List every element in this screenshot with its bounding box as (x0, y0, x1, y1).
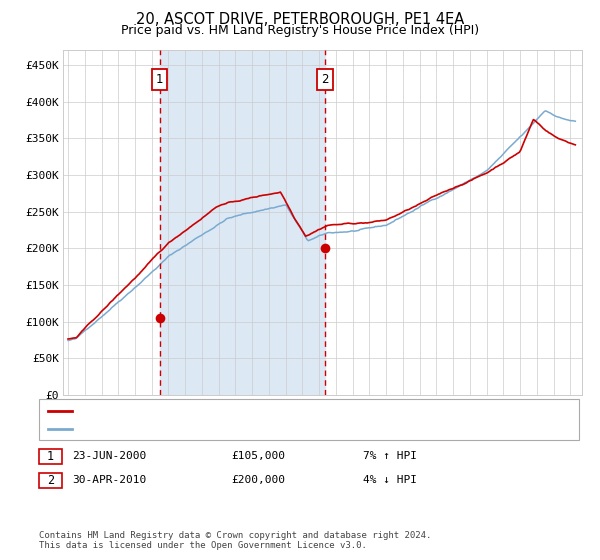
Text: 20, ASCOT DRIVE, PETERBOROUGH, PE1 4EA (detached house): 20, ASCOT DRIVE, PETERBOROUGH, PE1 4EA (… (78, 405, 422, 416)
Text: 30-APR-2010: 30-APR-2010 (72, 475, 146, 486)
Text: 4% ↓ HPI: 4% ↓ HPI (363, 475, 417, 486)
Text: 7% ↑ HPI: 7% ↑ HPI (363, 451, 417, 461)
Text: Contains HM Land Registry data © Crown copyright and database right 2024.
This d: Contains HM Land Registry data © Crown c… (39, 531, 431, 550)
Text: Price paid vs. HM Land Registry's House Price Index (HPI): Price paid vs. HM Land Registry's House … (121, 24, 479, 36)
Text: 1: 1 (156, 73, 163, 86)
Bar (160, 50, 325, 395)
Text: 1: 1 (47, 450, 54, 463)
Text: 20, ASCOT DRIVE, PETERBOROUGH, PE1 4EA: 20, ASCOT DRIVE, PETERBOROUGH, PE1 4EA (136, 12, 464, 27)
Text: 2: 2 (321, 73, 328, 86)
Text: HPI: Average price, detached house, City of Peterborough: HPI: Average price, detached house, City… (78, 424, 428, 434)
Text: 23-JUN-2000: 23-JUN-2000 (72, 451, 146, 461)
Text: 2: 2 (47, 474, 54, 487)
Text: £105,000: £105,000 (231, 451, 285, 461)
Text: £200,000: £200,000 (231, 475, 285, 486)
